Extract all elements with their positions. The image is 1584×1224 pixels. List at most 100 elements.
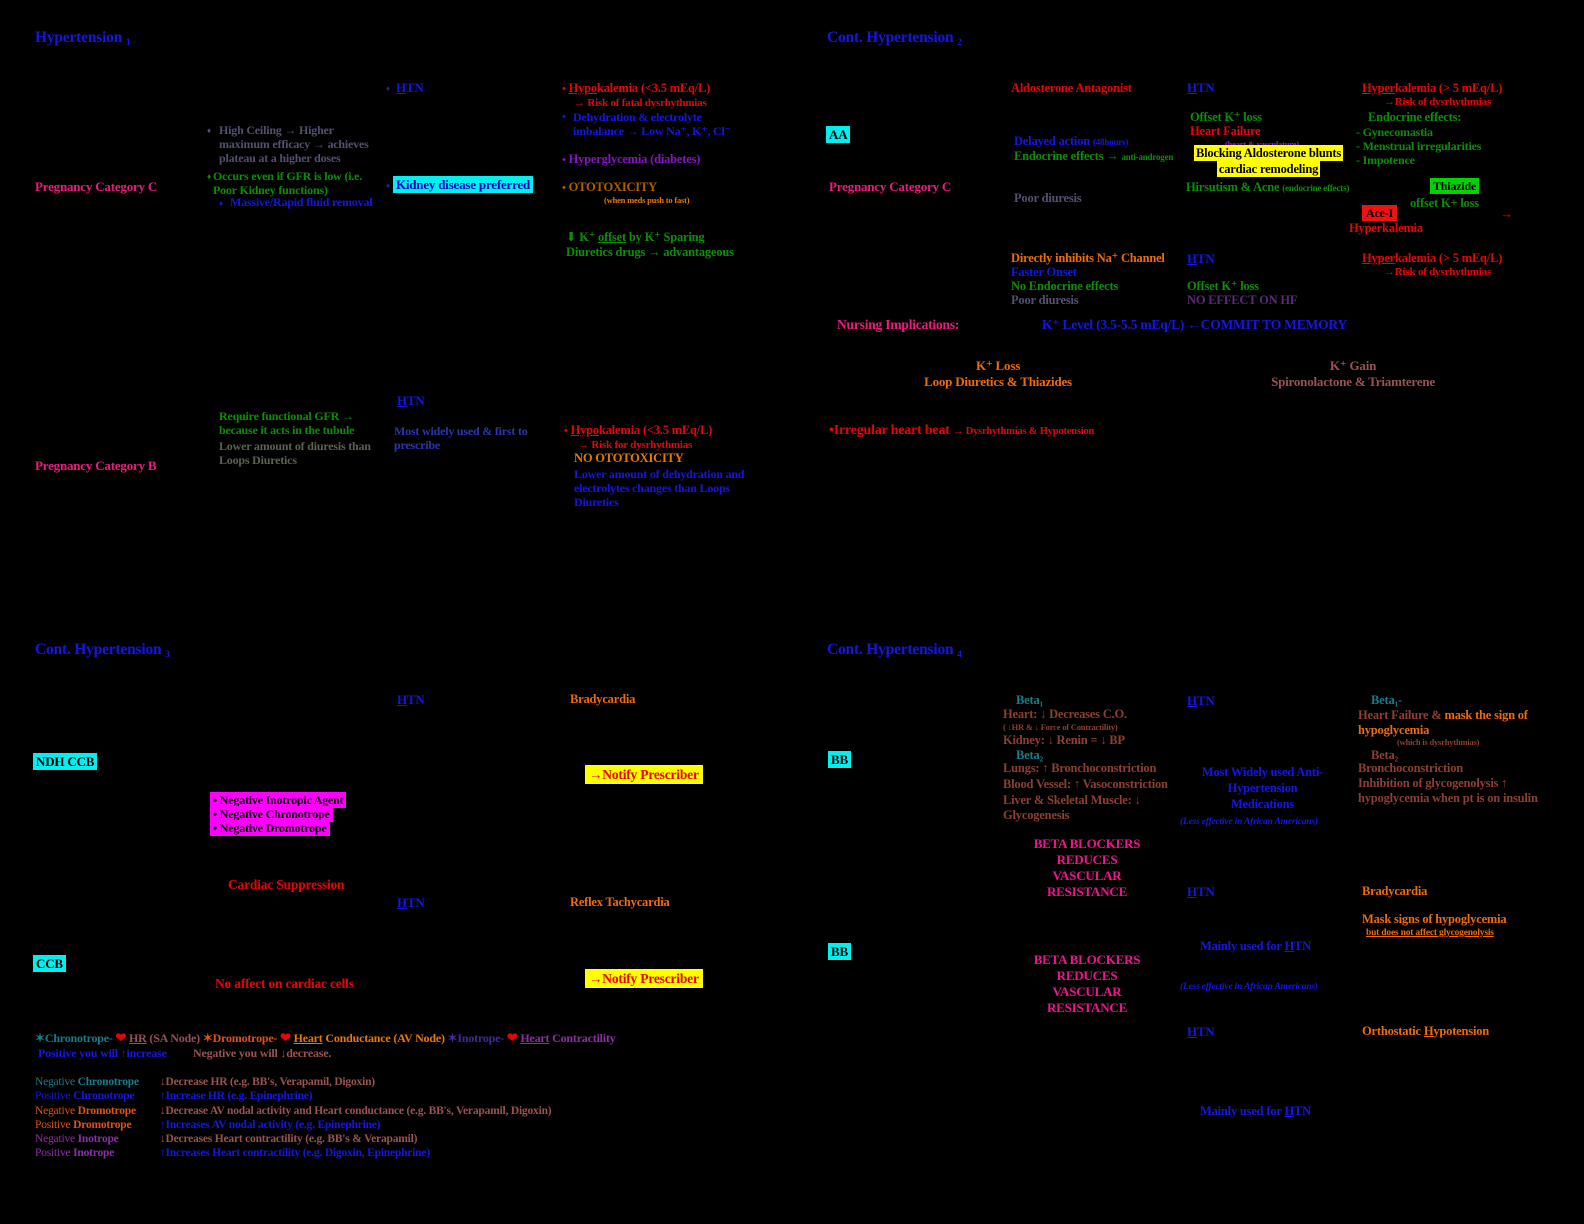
loop-se-ototoxicity: • OTOTOXICITY xyxy=(562,180,657,194)
triamterene-se-hyperkalemia: Hyperkalemia (> 5 mEq/L) xyxy=(1362,251,1503,265)
loop-feature-gfr-low: Occurs even if GFR is low (i.e. Poor Kid… xyxy=(213,169,363,198)
thiazide-feature-lower-diuresis: Lower amount of diuresis than Loops Diur… xyxy=(219,439,371,468)
loop-se-dehydration: Dehydration & electrolyte imbalance → Lo… xyxy=(573,110,731,139)
page-title-4: Cont. Hypertension 4 xyxy=(827,641,962,660)
loop-se-ototoxicity-note: (when meds push to fast) xyxy=(604,195,690,205)
loop-pregnancy-category: Pregnancy Category C xyxy=(35,179,158,194)
loop-k-offset-note-line1: ⬇ K⁺ offset by K⁺ Sparing xyxy=(566,230,705,244)
spiro-use-htn: HTN xyxy=(1187,80,1215,95)
triamterene-faster-onset: Faster Onset xyxy=(1011,265,1077,279)
spiro-thiazide-badge: Thiazide xyxy=(1430,178,1480,194)
legend-row-neg-inotrope: Negative Inotrope xyxy=(35,1133,119,1145)
bb1-heart-effect-note: ( ↓HR & ↓ Force of Contractility) xyxy=(1003,722,1118,732)
bb1-se-beta1-label: Beta₁- xyxy=(1371,693,1403,707)
bb2-se-mask-note: but does not affect glycogenolysis xyxy=(1366,928,1494,938)
legend-row-pos-inotrope: Positive Inotrope xyxy=(35,1147,115,1159)
right-arrow-icon: → xyxy=(1500,206,1513,221)
loop-feature-high-ceiling: High Ceiling → Higher maximum efficacy →… xyxy=(219,123,369,166)
thiazide-feature-gfr: Require functional GFR → because it acts… xyxy=(219,409,355,438)
triamterene-poor-diuresis: Poor diuresis xyxy=(1011,293,1079,307)
bb1-se-hf-mask: Heart Failure & mask the sign of hypogly… xyxy=(1358,708,1528,737)
legend-positive-note: Positive you will ↑increase xyxy=(38,1046,167,1060)
loop-k-offset-note-line2: Diuretics drugs → advantageous xyxy=(566,245,734,259)
thiazide-use-widely: Most widely used & first to prescribe xyxy=(394,424,528,453)
triamterene-no-endocrine: No Endocrine effects xyxy=(1011,279,1119,293)
spiro-endocrine-effects: Endocrine effects → anti-androgen xyxy=(1014,149,1174,163)
bb2-use-htn: HTN xyxy=(1187,884,1215,899)
bullet-icon: ♦ xyxy=(207,172,211,181)
bb1-reduces-note: BETA BLOCKERS REDUCES VASCULAR RESISTANC… xyxy=(1033,836,1141,899)
loop-use-kidney-disease: ♦ Kidney disease preferred xyxy=(386,176,534,193)
loop-use-htn: ♦ HTN xyxy=(386,80,424,95)
bb1-less-effective-note: (Less effective in African Americans) xyxy=(1180,817,1318,827)
legend-row-pos-inotrope-def: ↑Increases Heart contractility (e.g. Dig… xyxy=(160,1147,430,1159)
bb2-badge: BB xyxy=(828,943,851,960)
spiro-se-hyperkalemia: Hyperkalemia (> 5 mEq/L) xyxy=(1362,81,1503,95)
bb1-use-widely: Most Widely used Anti-Hypertension Medic… xyxy=(1201,765,1324,811)
bb2-less-effective-note: (Less effective in African Americans) xyxy=(1180,982,1318,992)
spiro-badge: AA xyxy=(826,126,851,143)
spiro-se-hyperkalemia-risk: →Risk of dysrhythmias xyxy=(1384,96,1492,108)
legend-row-pos-chronotrope: Positive Chronotrope xyxy=(35,1090,135,1102)
bb2-se-mask-hypoglycemia: Mask signs of hypoglycemia xyxy=(1362,912,1507,926)
bb1-kidney-effect: Kidney: ↓ Renin = ↓ BP xyxy=(1003,733,1125,747)
loop-se-hyperglycemia: • Hyperglycemia (diabetes) xyxy=(562,152,701,166)
spiro-endocrine-impotence: - Impotence xyxy=(1356,153,1415,167)
spiro-hyperkalemia-label: Hyperkalemia xyxy=(1349,221,1423,235)
bb1-use-htn: HTN xyxy=(1187,693,1215,708)
spiro-blocking-note: Blocking Aldosterone blunts cardiac remo… xyxy=(1193,145,1344,177)
spiro-pregnancy-category: Pregnancy Category C xyxy=(829,179,952,194)
triamterene-offset-k: Offset K⁺ loss xyxy=(1187,279,1259,293)
ccb-badge: CCB xyxy=(33,955,66,972)
spiro-ace-badge: Ace-I xyxy=(1362,205,1397,221)
spiro-use-offset-k: Offset K⁺ loss xyxy=(1190,110,1262,124)
bb1-se-which-note: (which is dysrhythmias) xyxy=(1397,737,1480,747)
thiazide-use-htn: HTN xyxy=(397,393,425,408)
k-level-note: K⁺ Level (3.5-5.5 mEq/L) ←COMMIT TO MEMO… xyxy=(1042,317,1347,332)
bb1-beta1-label: Beta₁ xyxy=(1016,693,1044,707)
spiro-delayed-action: Delayed action (48hours) xyxy=(1014,134,1129,148)
spiro-class: Aldosterone Antagonist xyxy=(1011,81,1132,95)
bb1-badge: BB xyxy=(828,751,851,768)
bullet-icon: • xyxy=(562,111,566,123)
legend-row-neg-dromotrope-def: ↓Decrease AV nodal activity and Heart co… xyxy=(160,1105,552,1117)
ndh-notify-prescriber: →Notify Prescriber xyxy=(585,765,703,784)
ndh-negative-inotropic: • Negative Inotropic Agent xyxy=(210,792,347,808)
bb3-use-htn: HTN xyxy=(1187,1024,1215,1039)
spiro-use-heart-failure: Heart Failure xyxy=(1190,124,1261,138)
spiro-poor-diuresis: Poor diuresis xyxy=(1014,191,1082,205)
loop-feature-fluid-removal: Massive/Rapid fluid removal xyxy=(230,195,373,209)
dhp-no-affect-note: No affect on cardiac cells xyxy=(215,976,354,991)
bb1-se-broncho: Bronchoconstriction xyxy=(1358,761,1463,775)
thiazide-se-lower-dehydration: Lower amount of dehydration and electrol… xyxy=(574,467,745,510)
legend-row-pos-dromotrope-def: ↑Increases AV nodal activity (e.g. Epine… xyxy=(160,1119,381,1131)
bb3-mainly-used: Mainly used for HTN xyxy=(1200,1104,1311,1118)
legend-negative-note: Negative you will ↓decrease. xyxy=(193,1046,332,1060)
ndh-use-htn: HTN xyxy=(397,692,425,707)
triamterene-se-hyperkalemia-risk: →Risk of dysrhythmias xyxy=(1384,266,1492,278)
spiro-offset-k-loss: offset K+ loss xyxy=(1410,196,1479,210)
nursing-implications-label: Nursing Implications: xyxy=(837,317,960,332)
ndh-negative-dromotrope: • Negative Dromotrope xyxy=(210,820,330,836)
thiazide-pregnancy-category: Pregnancy Category B xyxy=(35,458,157,473)
spiro-endocrine-gynecomastia: - Gynecomastia xyxy=(1356,125,1433,139)
legend-row-pos-dromotrope: Positive Dromotrope xyxy=(35,1119,132,1131)
thiazide-se-hypokalemia: • Hypokalemia (<3.5 mEq/L) xyxy=(564,423,713,437)
irregular-heart-beat-note: •Irregular heart beat → Dysrhythmias & H… xyxy=(829,423,1095,438)
loop-se-hypokalemia: • Hypokalemia (<3.5 mEq/L) xyxy=(562,81,711,95)
legend-row-neg-chronotrope: Negative Chronotrope xyxy=(35,1076,139,1088)
bb1-vessel-effect: Blood Vessel: ↑ Vasoconstriction xyxy=(1003,777,1168,791)
bb1-heart-effect: Heart: ↓ Decreases C.O. xyxy=(1003,707,1127,721)
ndh-ccb-badge: NDH CCB xyxy=(33,753,98,770)
bullet-icon: ♦ xyxy=(219,199,223,208)
bb1-se-inhibition: Inhibition of glycogenolysis ↑ hypoglyce… xyxy=(1358,776,1538,805)
spiro-endocrine-head: Endocrine effects: xyxy=(1368,110,1462,124)
bb1-se-beta2-label: Beta₂ xyxy=(1371,748,1399,762)
triamterene-use-htn: HTN xyxy=(1187,251,1215,266)
bb1-beta2-label: Beta₂ xyxy=(1016,748,1044,762)
k-loss-group: K⁺ Loss Loop Diuretics & Thiazides xyxy=(924,358,1072,389)
legend-row-pos-chronotrope-def: ↑Increase HR (e.g. Epinephrine) xyxy=(160,1090,313,1102)
spiro-use-heart-failure-note: (heart & vasculature) xyxy=(1225,139,1300,149)
page-title-2: Cont. Hypertension 2 xyxy=(827,29,962,48)
